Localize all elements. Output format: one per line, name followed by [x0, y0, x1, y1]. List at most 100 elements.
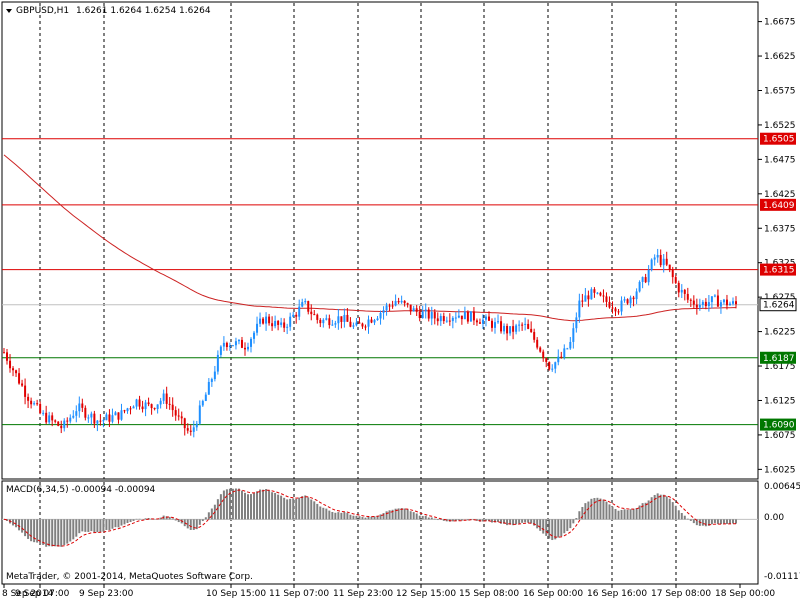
candle-body: [84, 407, 87, 418]
candle-body: [421, 311, 424, 319]
candle-body: [701, 301, 704, 305]
time-tick-label: 16 Sep 00:00: [523, 589, 583, 599]
candle-body: [304, 301, 307, 303]
candle-body: [728, 303, 731, 306]
candle: [433, 309, 436, 325]
candle-body: [659, 254, 662, 266]
candle-body: [686, 293, 689, 300]
candle-body: [298, 306, 301, 317]
candle-body: [243, 347, 246, 350]
candle: [216, 350, 219, 375]
candle: [331, 319, 334, 326]
candle-body: [463, 311, 466, 320]
candle: [713, 294, 716, 298]
candle: [304, 298, 307, 304]
candle-body: [596, 292, 599, 294]
candle-body: [295, 314, 298, 317]
candle: [376, 315, 379, 321]
candle: [689, 298, 692, 307]
candle-body: [466, 311, 469, 322]
candle: [680, 284, 683, 299]
candle-body: [481, 319, 484, 324]
candle-body: [710, 296, 713, 303]
candle-body: [689, 299, 692, 301]
candle-body: [376, 318, 379, 321]
candle: [454, 312, 457, 323]
candle: [593, 287, 596, 298]
candle: [731, 297, 734, 306]
dropdown-arrow-icon[interactable]: [6, 9, 12, 13]
candle-body: [186, 428, 189, 431]
current-price-label: 1.6264: [763, 301, 795, 311]
candle: [367, 315, 370, 334]
candle: [174, 406, 177, 421]
candle: [439, 313, 442, 326]
candle-body: [117, 412, 120, 420]
candle-body: [707, 302, 710, 307]
candle: [611, 301, 614, 314]
candle-body: [503, 325, 506, 332]
candle-body: [114, 412, 117, 416]
candle: [385, 302, 388, 316]
price-tick-label: 1.6425: [764, 190, 796, 200]
candle-body: [319, 319, 322, 324]
candle: [135, 398, 138, 410]
candle-body: [69, 417, 72, 422]
candle: [539, 346, 542, 353]
candle-body: [484, 316, 487, 320]
candle-body: [719, 302, 722, 307]
candle: [57, 421, 60, 427]
candle: [210, 377, 213, 387]
candle: [81, 398, 84, 413]
candle: [334, 320, 337, 328]
candle: [638, 280, 641, 293]
candle-body: [126, 408, 129, 412]
price-tick-label: 1.6475: [764, 155, 796, 165]
candle-body: [213, 371, 216, 380]
price-tick-label: 1.6275: [764, 293, 796, 303]
candle-body: [301, 302, 304, 307]
candle: [114, 411, 117, 416]
candle-body: [268, 316, 271, 324]
candle-body: [575, 317, 578, 329]
candle-body: [533, 332, 536, 340]
candle: [400, 295, 403, 304]
candle: [572, 322, 575, 349]
candle: [180, 411, 183, 425]
time-tick-label: 18 Sep 00:00: [715, 589, 775, 599]
candle: [286, 323, 289, 335]
candle: [481, 314, 484, 329]
candle: [93, 410, 96, 429]
candle: [518, 320, 521, 332]
candle-body: [542, 351, 545, 359]
candle-body: [515, 325, 518, 332]
candle: [262, 317, 265, 325]
candle: [207, 378, 210, 395]
candle: [442, 312, 445, 324]
price-tick-label: 1.6625: [764, 52, 796, 62]
candle: [364, 324, 367, 331]
candle-body: [551, 368, 554, 370]
candle-body: [602, 295, 605, 297]
candle: [87, 414, 90, 423]
symbol-label: GBPUSD,H1: [16, 6, 69, 16]
candle-body: [51, 415, 54, 421]
candle-body: [433, 312, 436, 319]
candle-body: [620, 300, 623, 312]
candle-body: [132, 406, 135, 409]
time-tick-label: 12 Sep 15:00: [396, 589, 456, 599]
candle: [111, 408, 114, 424]
candle-body: [153, 408, 156, 410]
price-tick-label: 1.6025: [764, 465, 796, 475]
candle: [587, 290, 590, 307]
candle-body: [96, 420, 99, 424]
candle-body: [469, 311, 472, 322]
candle: [310, 304, 313, 321]
candle: [153, 407, 156, 411]
candle-body: [497, 321, 500, 323]
candle-body: [156, 404, 159, 409]
candle-body: [39, 404, 42, 414]
candle: [228, 342, 231, 351]
